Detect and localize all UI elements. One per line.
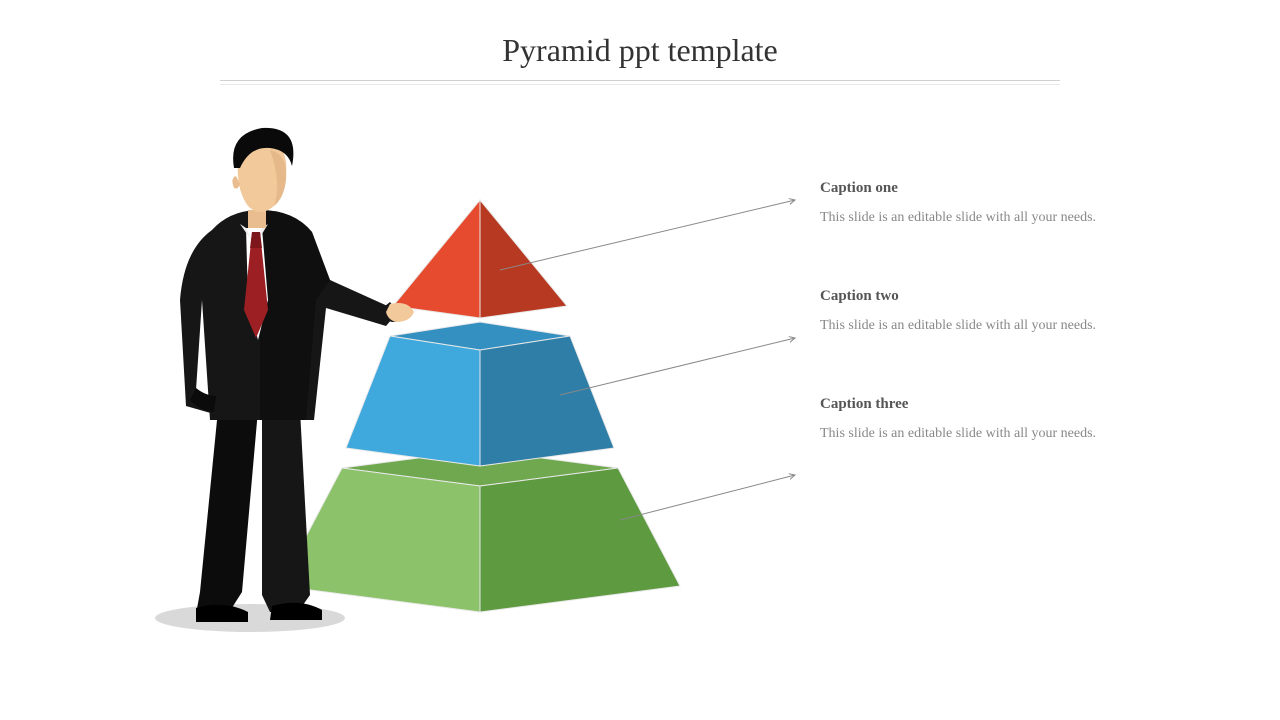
arrow-1 [500, 200, 795, 270]
pyramid-top-left [393, 200, 480, 318]
pyramid-top-right [480, 200, 567, 318]
caption-1: Caption one This slide is an editable sl… [820, 180, 1100, 228]
caption-3: Caption three This slide is an editable … [820, 396, 1100, 444]
caption-2-title: Caption two [820, 288, 1100, 305]
pyramid-mid-front-right [480, 336, 614, 466]
slide-canvas: Pyramid ppt template [0, 0, 1280, 720]
pyramid-bottom-front-right [480, 468, 680, 612]
pyramid-mid-front-left [346, 336, 480, 466]
caption-3-title: Caption three [820, 396, 1100, 413]
caption-1-title: Caption one [820, 180, 1100, 197]
captions-column: Caption one This slide is an editable sl… [820, 180, 1100, 504]
caption-2-body: This slide is an editable slide with all… [820, 315, 1100, 336]
caption-1-body: This slide is an editable slide with all… [820, 207, 1100, 228]
caption-2: Caption two This slide is an editable sl… [820, 288, 1100, 336]
pyramid-bottom-front-left [280, 468, 480, 612]
caption-3-body: This slide is an editable slide with all… [820, 423, 1100, 444]
arrow-3 [620, 475, 795, 520]
arrow-2 [560, 338, 795, 395]
